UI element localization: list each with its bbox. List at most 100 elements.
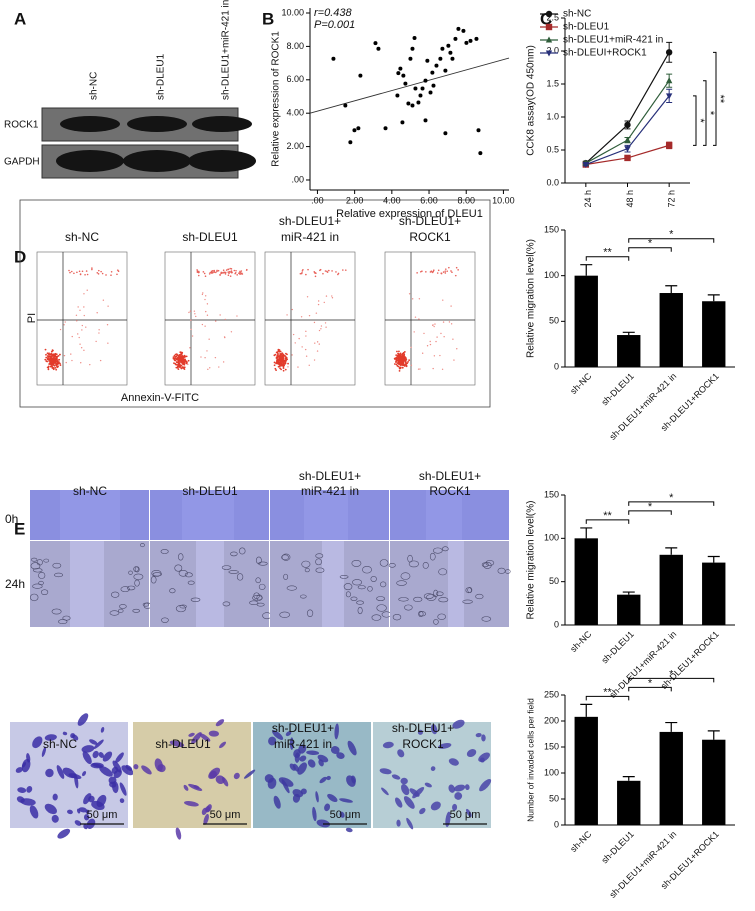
cell xyxy=(445,811,451,828)
scale-bar-label: 50 μm xyxy=(87,809,118,821)
cell xyxy=(256,602,265,607)
flow-event xyxy=(291,308,294,311)
flow-event xyxy=(239,273,241,276)
x-tick-label: 48 h xyxy=(625,190,635,208)
flow-event xyxy=(405,358,408,361)
cell xyxy=(119,782,127,796)
flow-event xyxy=(278,350,281,353)
flow-event xyxy=(49,365,52,368)
cell xyxy=(312,806,317,822)
flow-event xyxy=(85,326,87,328)
flow-event xyxy=(320,328,322,330)
group-label: sh-DLEU1+ xyxy=(419,469,481,483)
cell xyxy=(351,559,362,567)
cell xyxy=(281,779,290,794)
cell xyxy=(228,570,239,574)
cell xyxy=(20,798,36,806)
point xyxy=(401,73,406,78)
point xyxy=(348,140,353,145)
cell xyxy=(417,729,423,735)
cell xyxy=(430,766,436,772)
flow-event xyxy=(175,363,178,366)
point xyxy=(410,103,415,108)
flow-event xyxy=(275,369,277,372)
cell xyxy=(175,605,187,613)
group-label: sh-DLEU1 xyxy=(182,484,238,498)
flow-event xyxy=(425,271,427,273)
point xyxy=(443,68,448,73)
cell xyxy=(119,798,125,804)
flow-event xyxy=(81,324,84,327)
flow-event xyxy=(53,354,55,357)
flow-event xyxy=(431,271,434,274)
significance-bracket xyxy=(693,95,697,146)
flow-event xyxy=(418,318,420,320)
cell xyxy=(433,589,439,598)
error-bar xyxy=(622,591,635,595)
cell xyxy=(435,591,444,597)
cell xyxy=(467,587,473,594)
cell xyxy=(134,579,140,587)
flow-event xyxy=(344,269,347,271)
flow-event xyxy=(442,299,444,301)
flow-event xyxy=(457,269,459,271)
flow-event xyxy=(320,325,323,327)
point xyxy=(403,81,408,86)
cell xyxy=(83,824,88,830)
y-tick-label: 6.00 xyxy=(286,74,304,84)
flow-event xyxy=(79,309,81,311)
group-label: miR-421 in xyxy=(301,484,359,498)
cell xyxy=(184,572,193,578)
flow-event xyxy=(101,272,104,275)
flow-event xyxy=(187,359,190,362)
cell xyxy=(29,805,39,819)
y-tick-label: 1.5 xyxy=(546,78,559,88)
cell xyxy=(256,594,263,601)
flow-event xyxy=(78,336,80,339)
y-tick-label: 150 xyxy=(544,224,559,234)
cell xyxy=(115,752,124,763)
flow-event xyxy=(278,357,281,360)
flow-event xyxy=(331,295,333,297)
point xyxy=(356,126,361,131)
flow-event xyxy=(236,274,238,276)
cell xyxy=(345,591,351,598)
cell xyxy=(133,566,139,572)
cell xyxy=(409,788,420,797)
point xyxy=(383,126,388,131)
bar xyxy=(659,731,683,825)
flow-event xyxy=(208,273,211,275)
wound-gap xyxy=(304,490,348,540)
flow-event xyxy=(439,354,441,357)
cell xyxy=(396,580,407,586)
cell xyxy=(408,560,419,568)
flow-event xyxy=(282,353,285,356)
annotation: r=0.438 xyxy=(314,7,352,19)
point xyxy=(410,46,415,51)
blot-band xyxy=(192,116,252,132)
cell xyxy=(30,562,41,570)
flow-event xyxy=(313,321,316,324)
cell xyxy=(93,739,104,750)
flow-event xyxy=(403,351,406,353)
flow-event xyxy=(224,336,226,339)
significance-label: * xyxy=(669,668,674,680)
flow-event xyxy=(181,352,183,355)
flow-event xyxy=(401,366,404,369)
flow-event xyxy=(222,269,225,272)
flow-event xyxy=(282,365,285,368)
cell xyxy=(357,606,363,615)
flow-event xyxy=(71,335,73,338)
cell xyxy=(315,553,324,559)
flow-event xyxy=(442,271,445,273)
flow-event xyxy=(277,365,280,368)
row-label: 0h xyxy=(5,512,18,526)
x-tick-label: sh-DLEU1 xyxy=(599,629,635,665)
flow-event xyxy=(217,269,220,272)
cell xyxy=(339,798,353,803)
cell xyxy=(430,724,438,735)
error-bar xyxy=(622,776,635,781)
flow-event xyxy=(302,268,304,271)
cell xyxy=(89,739,98,745)
significance-label: * xyxy=(648,501,653,513)
